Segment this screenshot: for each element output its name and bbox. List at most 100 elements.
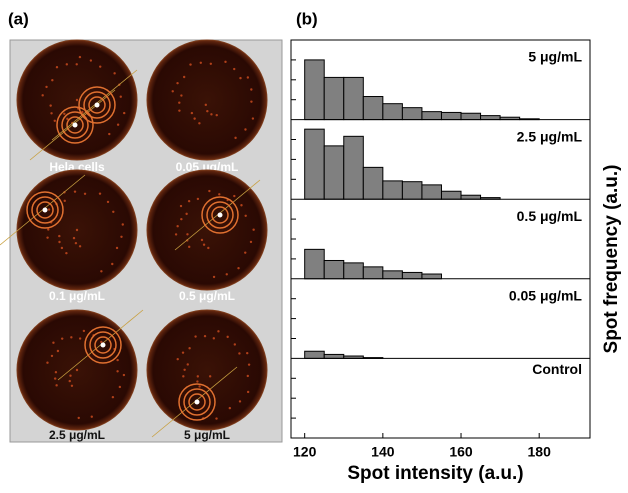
speck <box>66 117 69 121</box>
speck <box>122 373 126 377</box>
ring <box>36 201 54 219</box>
ring <box>26 191 64 229</box>
panel-name: 2.5 μg/mL <box>517 128 583 144</box>
speck <box>106 200 110 204</box>
bar <box>304 248 325 280</box>
panel-name: 5 μg/mL <box>528 49 582 65</box>
bar <box>401 271 423 280</box>
image-caption: 0.1 μg/mL <box>49 289 105 303</box>
speck <box>199 61 202 64</box>
speck <box>238 352 241 355</box>
speck <box>75 98 79 102</box>
bar <box>323 259 345 280</box>
speck <box>212 337 216 340</box>
speck <box>82 329 86 333</box>
speck <box>78 337 82 340</box>
dish-image <box>146 309 268 431</box>
speck <box>250 100 253 103</box>
image-caption: 0.5 μg/mL <box>179 289 235 303</box>
speck <box>81 110 84 114</box>
speck <box>53 377 57 380</box>
ring <box>183 388 211 416</box>
speck <box>121 223 124 226</box>
speck <box>204 103 208 107</box>
center <box>42 207 48 213</box>
speck <box>70 384 74 387</box>
speck <box>63 112 66 115</box>
image-caption: 0.05 μg/mL <box>176 160 239 174</box>
dish-image <box>146 39 268 161</box>
speck <box>113 72 116 75</box>
bar <box>343 262 364 280</box>
speck <box>47 228 50 231</box>
bar <box>401 107 423 121</box>
speck <box>119 95 122 98</box>
speck <box>180 217 183 221</box>
speck <box>247 363 251 366</box>
ring <box>78 86 116 124</box>
speck <box>203 334 207 338</box>
speck <box>111 395 115 399</box>
speck <box>233 343 237 346</box>
bar <box>421 184 442 200</box>
center <box>72 122 78 128</box>
ring <box>201 196 239 234</box>
frame <box>290 39 591 439</box>
speck <box>78 55 82 59</box>
ring <box>31 196 59 224</box>
speck <box>246 76 250 79</box>
bar <box>323 145 345 200</box>
speck <box>176 81 179 85</box>
speck <box>70 336 73 339</box>
speck <box>50 112 53 115</box>
speck <box>183 368 186 371</box>
speck <box>208 375 212 378</box>
bar <box>343 76 364 121</box>
speck <box>178 101 181 104</box>
speck <box>90 415 93 418</box>
speck <box>239 76 242 80</box>
speck <box>116 358 119 362</box>
speck <box>99 65 102 68</box>
speck <box>45 85 48 89</box>
speck <box>111 262 114 266</box>
speck <box>233 67 236 71</box>
x-tick-label: 120 <box>293 444 317 460</box>
speck <box>68 379 71 383</box>
speck <box>46 236 49 239</box>
speck <box>182 75 186 79</box>
center <box>100 342 106 348</box>
speck <box>115 246 119 250</box>
speck <box>188 347 191 350</box>
dish-image <box>146 169 268 291</box>
speck <box>198 122 201 125</box>
panel-name: Control <box>532 361 582 377</box>
center <box>194 399 200 405</box>
speck <box>53 119 56 122</box>
speck <box>174 233 178 236</box>
bar <box>343 135 364 200</box>
speck <box>233 194 236 198</box>
speck <box>228 406 232 410</box>
speck <box>215 113 218 117</box>
bar <box>304 59 325 121</box>
panel-name: 0.5 μg/mL <box>517 208 583 224</box>
bar <box>382 180 403 200</box>
ring <box>89 331 117 359</box>
bar <box>323 76 345 121</box>
bar <box>421 273 442 280</box>
speck <box>217 330 220 333</box>
speck <box>123 111 126 115</box>
speck <box>196 380 199 383</box>
ring <box>56 106 94 144</box>
x-tick-label: 160 <box>449 444 473 460</box>
speck <box>178 109 181 112</box>
speck <box>116 370 119 373</box>
ring <box>188 393 206 411</box>
speck <box>200 238 204 242</box>
speck <box>246 374 250 378</box>
speck <box>120 235 123 238</box>
speck <box>55 66 59 69</box>
speck <box>188 245 191 249</box>
